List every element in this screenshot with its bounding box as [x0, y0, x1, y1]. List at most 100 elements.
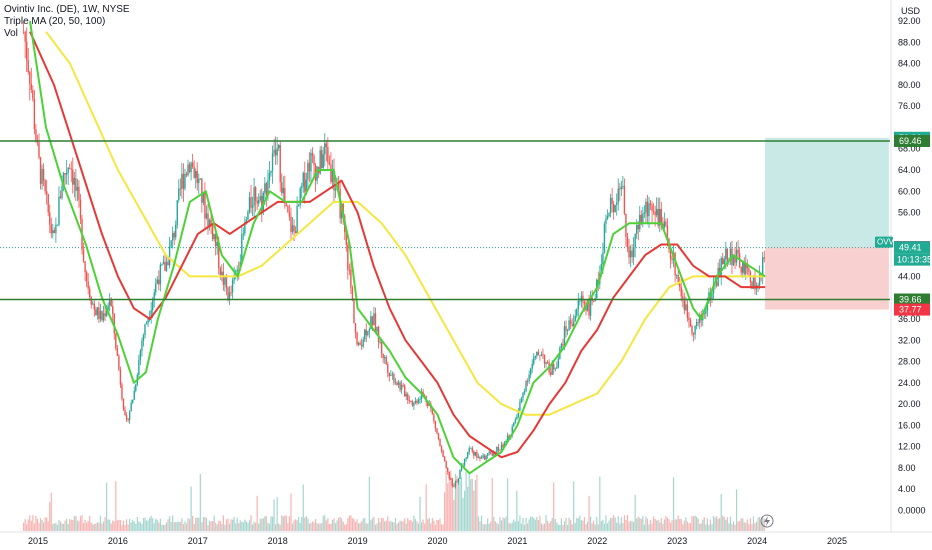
volume-bar — [387, 516, 389, 531]
candle-body — [84, 261, 86, 272]
candle-body — [511, 426, 513, 436]
candle-body — [680, 287, 682, 297]
volume-bar — [411, 521, 413, 531]
candle-body — [49, 212, 51, 225]
volume-bar — [513, 519, 515, 531]
volume-bar — [130, 522, 132, 531]
volume-bar — [419, 496, 421, 531]
candle-body — [202, 192, 205, 203]
volume-bar — [213, 515, 215, 531]
volume-bar — [600, 521, 602, 531]
volume-bar — [79, 516, 82, 531]
candle-body — [468, 448, 470, 453]
volume-bar — [119, 520, 122, 531]
candle-body — [629, 250, 632, 258]
price-tick-label: 88.00 — [898, 37, 921, 47]
volume-bar — [338, 517, 340, 531]
candle-body — [112, 306, 114, 314]
indicator-title[interactable]: Triple MA (20, 50, 100) — [4, 16, 106, 27]
candle-body — [477, 456, 480, 458]
volume-bar — [620, 517, 622, 531]
candle-body — [245, 219, 248, 222]
candle-body — [73, 177, 76, 185]
volume-title[interactable]: Vol — [4, 28, 18, 39]
volume-bar — [522, 517, 524, 531]
volume-bar — [656, 520, 658, 531]
volume-bar — [258, 523, 260, 531]
volume-bar — [371, 518, 374, 531]
candle-body — [417, 399, 420, 403]
candle-body — [450, 478, 452, 480]
volume-bar — [144, 517, 146, 531]
candle-body — [118, 355, 120, 370]
candle-body — [108, 300, 111, 306]
candle-body — [760, 273, 762, 277]
volume-bar — [626, 515, 629, 531]
volume-bar — [62, 523, 65, 531]
volume-bar — [185, 523, 188, 531]
volume-bar — [456, 475, 458, 531]
volume-bar — [605, 515, 607, 531]
time-axis[interactable]: 2015 2016 2017 2018 2019 2020 2021 2022 2023 2024… — [28, 536, 847, 546]
volume-bar — [53, 523, 55, 531]
volume-bar — [291, 523, 294, 531]
candle-body — [620, 186, 623, 189]
volume-bar — [76, 520, 78, 531]
volume-bar — [56, 524, 59, 531]
candle-body — [689, 320, 692, 326]
volume-bar — [361, 521, 363, 531]
candle-body — [465, 457, 467, 459]
price-axis[interactable]: 92.00 88.00 84.00 80.00 76.00 68.00 64.00 60.00… — [898, 16, 926, 515]
candle-body — [637, 225, 639, 230]
volume-bar — [301, 516, 303, 531]
time-tick-label: 2020 — [427, 536, 447, 546]
volume-bar — [139, 522, 141, 531]
volume-bar — [717, 519, 719, 531]
volume-bar — [722, 515, 724, 531]
candle-body — [436, 428, 438, 434]
symbol-title[interactable]: Ovintiv Inc. (DE), 1W, NYSE — [4, 4, 130, 15]
candle-body — [655, 209, 658, 216]
volume-bar — [212, 521, 214, 531]
candle-body — [176, 200, 178, 225]
candle-body — [241, 234, 243, 263]
volume-bar — [480, 515, 483, 531]
volume-bar — [565, 517, 567, 531]
volume-bar — [611, 517, 613, 531]
volume-bar — [259, 518, 261, 531]
volume-bar — [737, 521, 739, 531]
candle-body — [715, 281, 718, 286]
candle-body — [612, 203, 615, 213]
volume-bar — [152, 518, 154, 531]
volume-bar — [388, 521, 390, 531]
volume-bar — [282, 516, 284, 531]
volume-bar — [305, 516, 307, 531]
candle-body — [248, 197, 251, 212]
volume-bar — [696, 516, 698, 531]
candle-body — [302, 172, 304, 187]
volume-bar — [156, 519, 158, 531]
volume-bar — [168, 516, 171, 531]
volume-bar — [364, 517, 366, 531]
candle-body — [505, 440, 507, 444]
volume-bar — [548, 523, 550, 531]
candle-body — [204, 192, 206, 219]
flash-icon[interactable] — [760, 514, 774, 528]
candle-body — [529, 368, 532, 375]
volume-bar — [762, 517, 764, 531]
candle-body — [85, 271, 88, 282]
volume-bar — [628, 521, 630, 531]
candle-body — [531, 363, 533, 369]
candle-body — [451, 479, 454, 486]
candle-body — [52, 230, 54, 234]
volume-bar — [82, 522, 85, 531]
volume-bar — [699, 523, 701, 531]
volume-bar — [533, 517, 535, 531]
candle-body — [185, 173, 188, 176]
volume-bar — [179, 522, 181, 531]
volume-bar — [59, 521, 62, 531]
candle-body — [560, 343, 563, 348]
volume-bar — [666, 517, 669, 531]
volume-bar — [451, 477, 453, 531]
